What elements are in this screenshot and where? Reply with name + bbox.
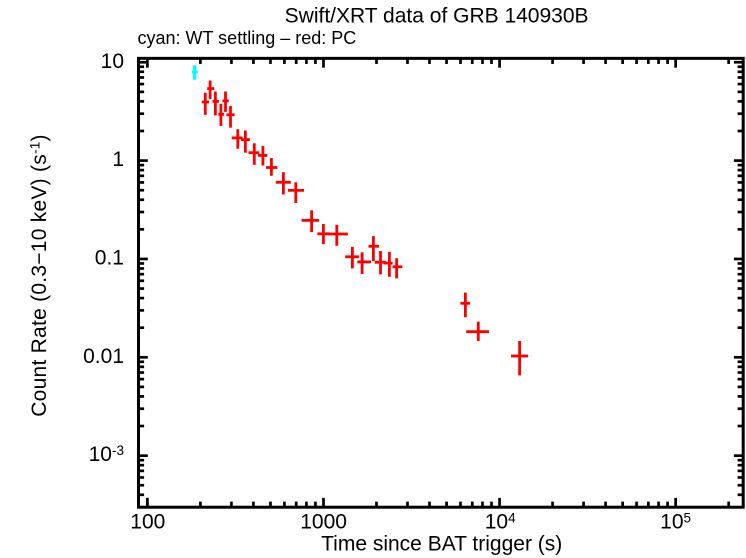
svg-text:1000: 1000 [300, 511, 347, 534]
svg-text:100: 100 [130, 511, 165, 534]
svg-text:0.01: 0.01 [83, 345, 124, 368]
svg-text:Count Rate (0.3−10 keV) (s-1): Count Rate (0.3−10 keV) (s-1) [28, 134, 51, 416]
svg-text:1: 1 [112, 148, 124, 171]
svg-text:105: 105 [660, 510, 691, 533]
svg-text:10: 10 [101, 50, 124, 73]
svg-text:104: 104 [485, 510, 516, 533]
svg-text:Swift/XRT data of GRB 140930B: Swift/XRT data of GRB 140930B [285, 4, 589, 27]
svg-text:10-3: 10-3 [89, 443, 124, 466]
svg-text:cyan: WT settling – red: PC: cyan: WT settling – red: PC [138, 28, 357, 48]
svg-text:0.1: 0.1 [95, 246, 124, 269]
svg-text:Time since BAT trigger (s): Time since BAT trigger (s) [321, 533, 562, 556]
